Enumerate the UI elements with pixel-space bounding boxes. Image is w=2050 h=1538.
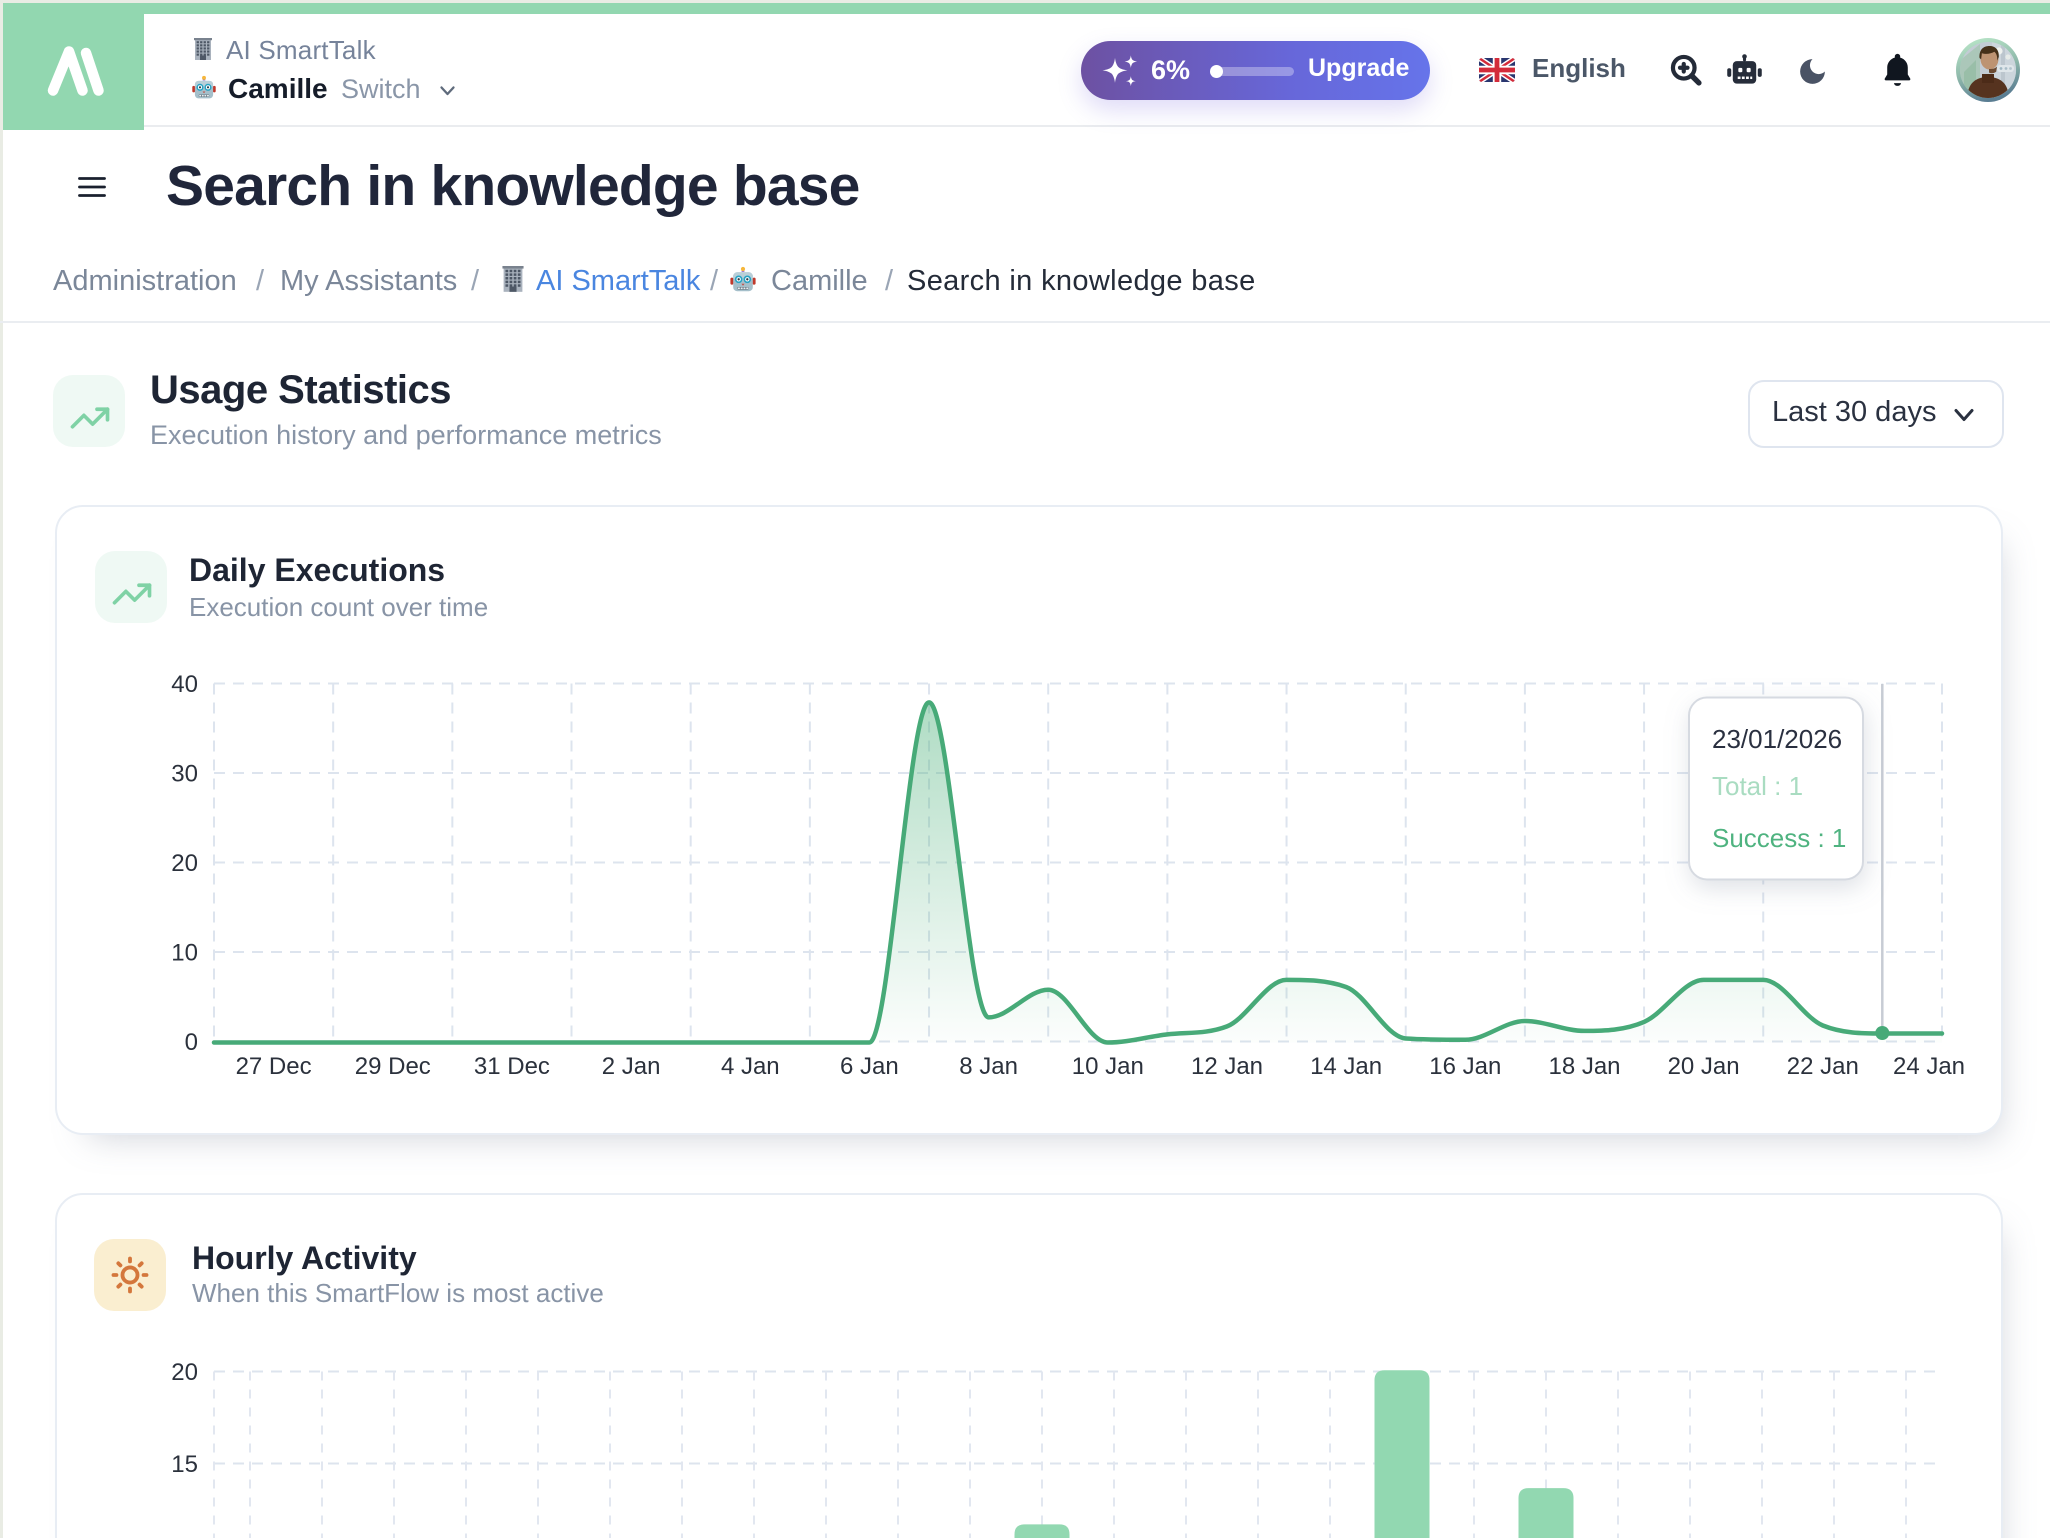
svg-text:6 Jan: 6 Jan	[840, 1053, 899, 1080]
svg-text:24 Jan: 24 Jan	[1893, 1053, 1965, 1080]
svg-text:29 Dec: 29 Dec	[355, 1053, 431, 1080]
svg-text:22 Jan: 22 Jan	[1787, 1053, 1859, 1080]
svg-text:10: 10	[171, 940, 198, 967]
svg-text:Success : 1: Success : 1	[1712, 823, 1846, 853]
svg-text:10 Jan: 10 Jan	[1072, 1053, 1144, 1080]
svg-text:23/01/2026: 23/01/2026	[1712, 724, 1842, 754]
svg-text:16 Jan: 16 Jan	[1429, 1053, 1501, 1080]
svg-text:Total : 1: Total : 1	[1712, 771, 1803, 801]
svg-text:4 Jan: 4 Jan	[721, 1053, 780, 1080]
svg-text:40: 40	[171, 671, 198, 698]
svg-text:12 Jan: 12 Jan	[1191, 1053, 1263, 1080]
svg-text:8 Jan: 8 Jan	[959, 1053, 1018, 1080]
svg-text:0: 0	[185, 1029, 198, 1056]
svg-text:18 Jan: 18 Jan	[1548, 1053, 1620, 1080]
svg-text:14 Jan: 14 Jan	[1310, 1053, 1382, 1080]
svg-text:20: 20	[171, 1359, 198, 1386]
svg-text:30: 30	[171, 761, 198, 788]
svg-text:15: 15	[171, 1451, 198, 1478]
svg-text:31 Dec: 31 Dec	[474, 1053, 550, 1080]
svg-text:20: 20	[171, 850, 198, 877]
svg-text:20 Jan: 20 Jan	[1668, 1053, 1740, 1080]
svg-text:27 Dec: 27 Dec	[236, 1053, 312, 1080]
svg-text:2 Jan: 2 Jan	[602, 1053, 661, 1080]
